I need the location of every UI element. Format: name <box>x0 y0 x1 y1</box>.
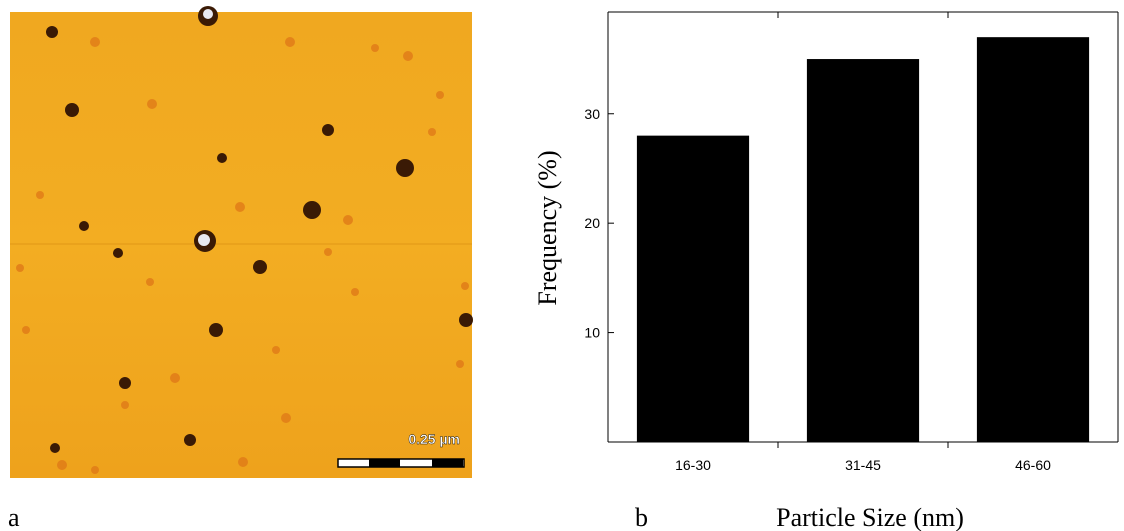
y-axis-title: Frequency (%) <box>533 150 562 305</box>
scale-bar-segment <box>432 459 463 467</box>
x-axis-title: Particle Size (nm) <box>776 503 964 531</box>
y-tick-label: 20 <box>584 215 600 231</box>
bar <box>636 135 750 442</box>
x-tick-label: 31-45 <box>845 457 881 473</box>
x-tick-label: 16-30 <box>675 457 711 473</box>
scale-bar-label: 0.25 µm <box>408 431 460 447</box>
scale-bar-segment <box>369 459 400 467</box>
bar <box>976 37 1090 442</box>
afm-image: 0.25 µm <box>10 6 473 478</box>
y-tick-label: 30 <box>584 106 600 122</box>
particles-light <box>16 37 469 474</box>
panel-label: b <box>635 503 648 531</box>
y-tick-label: 10 <box>584 325 600 341</box>
scale-bar <box>337 458 465 468</box>
particle-highlight <box>198 234 210 246</box>
x-tick-label: 46-60 <box>1015 457 1051 473</box>
bar <box>806 59 920 443</box>
panel-label: a <box>8 503 20 531</box>
particle-highlight <box>203 9 213 19</box>
afm-background <box>10 12 472 478</box>
